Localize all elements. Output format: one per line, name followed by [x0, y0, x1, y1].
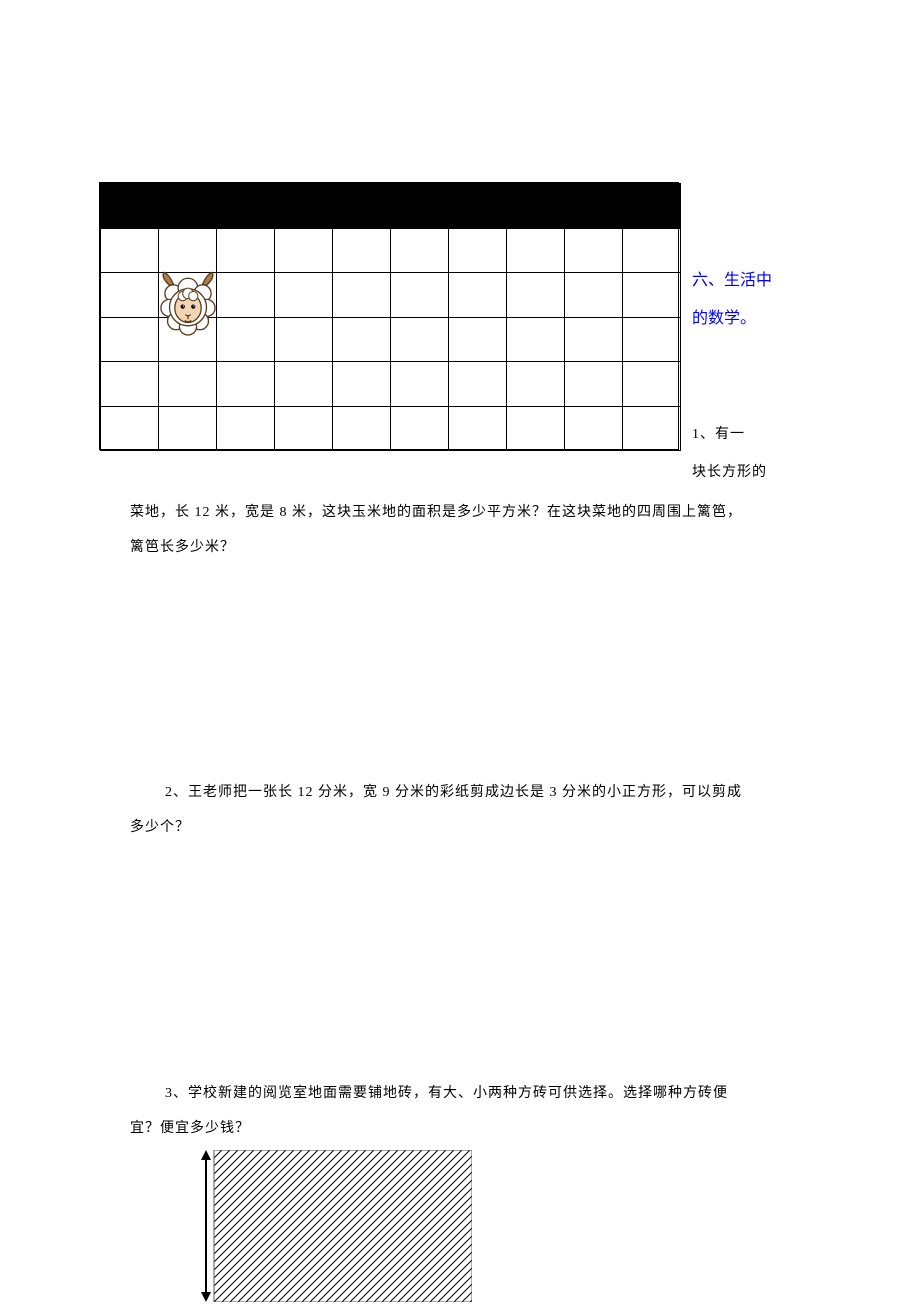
hatched-rect	[214, 1150, 472, 1302]
grid-table	[100, 183, 681, 451]
grid-row	[101, 362, 681, 407]
grid-row	[101, 317, 681, 362]
problem-2: 2、王老师把一张长 12 分米，宽 9 分米的彩纸剪成边长是 3 分米的小正方形…	[165, 775, 885, 845]
floor-diagram	[198, 1150, 472, 1307]
problem-1-line2: 篱笆长多少米？	[130, 530, 880, 565]
grid-row-black	[101, 184, 681, 229]
exercise-grid	[99, 182, 679, 450]
grid-row	[101, 228, 681, 273]
grid-row	[101, 273, 681, 318]
problem-1-lead2: 块长方形的	[692, 455, 902, 490]
section-heading-line1: 六、生活中	[692, 272, 772, 290]
problem-1-lead1: 1、有一	[692, 417, 902, 452]
problem-2-line2: 多少个？	[130, 810, 190, 845]
problem-1-line1: 菜地，长 12 米，宽是 8 米，这块玉米地的面积是多少平方米？在这块菜地的四周…	[130, 495, 880, 530]
problem-3-line1: 3、学校新建的阅览室地面需要铺地砖，有大、小两种方砖可供选择。选择哪种方砖便	[165, 1086, 728, 1101]
height-arrow-head-top	[201, 1150, 211, 1160]
problem-3: 3、学校新建的阅览室地面需要铺地砖，有大、小两种方砖可供选择。选择哪种方砖便 宜…	[165, 1076, 885, 1146]
grid-row	[101, 406, 681, 451]
problem-3-line2: 宜？便宜多少钱？	[130, 1111, 250, 1146]
sheep-cell	[159, 273, 217, 318]
problem-2-line1: 2、王老师把一张长 12 分米，宽 9 分米的彩纸剪成边长是 3 分米的小正方形…	[165, 785, 742, 800]
section-heading-line2: 的数学。	[692, 310, 756, 328]
height-arrow-head-bottom	[201, 1292, 211, 1302]
